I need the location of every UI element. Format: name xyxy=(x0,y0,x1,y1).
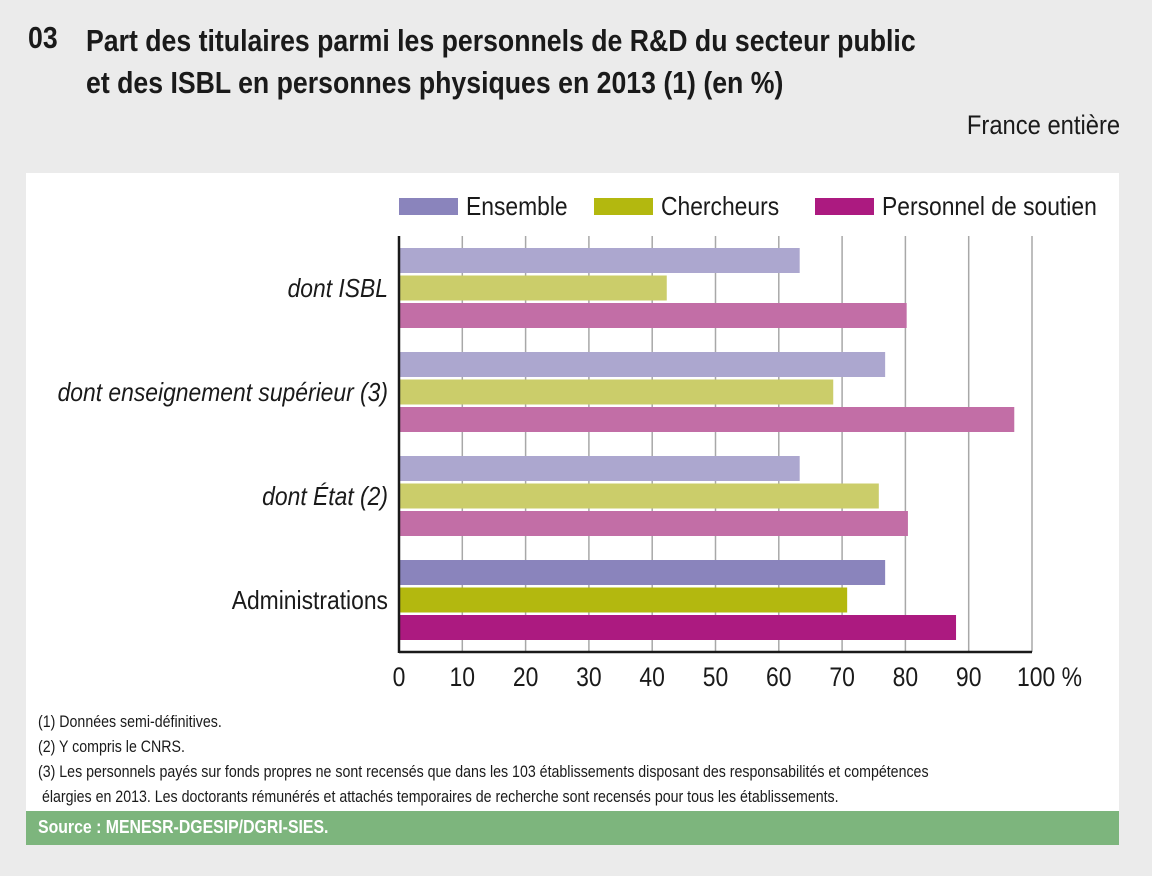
bar-chercheurs xyxy=(399,275,667,301)
bar-chercheurs xyxy=(399,587,848,613)
legend-label: Personnel de soutien xyxy=(882,193,1097,222)
x-tick-label: 80 xyxy=(893,662,919,692)
bar-personnel-de-soutien xyxy=(399,615,957,640)
category-label: dont ISBL xyxy=(288,275,388,304)
legend-swatch-personnel-de-soutien xyxy=(815,198,874,215)
x-tick-label: 90 xyxy=(956,662,982,692)
bar-personnel-de-soutien xyxy=(399,407,1015,432)
bar-personnel-de-soutien xyxy=(399,303,907,328)
x-tick-label: 30 xyxy=(576,662,602,692)
footnote-1: (1) Données semi-définitives. xyxy=(38,713,222,731)
bar-ensemble xyxy=(399,560,886,585)
source-text: Source : MENESR-DGESIP/DGRI-SIES. xyxy=(38,817,329,837)
bar-chercheurs xyxy=(399,483,879,509)
bar-personnel-de-soutien xyxy=(399,511,908,536)
footnote-2: (2) Y compris le CNRS. xyxy=(38,738,185,756)
chart-scope: France entière xyxy=(966,110,1120,140)
legend-swatch-ensemble xyxy=(399,198,458,215)
footnote-3: (3) Les personnels payés sur fonds propr… xyxy=(38,763,929,781)
legend-swatch-chercheurs xyxy=(594,198,653,215)
legend-label: Ensemble xyxy=(466,193,568,222)
x-tick-label: 50 xyxy=(703,662,729,692)
bar-chercheurs xyxy=(399,379,834,405)
chart-number: 03 xyxy=(28,20,58,55)
category-label: Administrations xyxy=(232,587,388,616)
x-tick-label: 40 xyxy=(639,662,665,692)
source-bar: Source : MENESR-DGESIP/DGRI-SIES. xyxy=(26,811,1119,845)
category-label: dont État (2) xyxy=(262,483,388,512)
footnotes: (1) Données semi-définitives. (2) Y comp… xyxy=(38,710,929,810)
x-tick-label: 60 xyxy=(766,662,792,692)
x-tick-label: 100 % xyxy=(1017,662,1082,692)
chart-title-line-1: Part des titulaires parmi les personnels… xyxy=(86,23,916,58)
category-label: dont enseignement supérieur (3) xyxy=(58,379,388,408)
x-tick-label: 70 xyxy=(829,662,855,692)
chart-title: Part des titulaires parmi les personnels… xyxy=(86,20,916,104)
chart-title-line-2: et des ISBL en personnes physiques en 20… xyxy=(86,65,784,100)
footnote-3-continued: élargies en 2013. Les doctorants rémunér… xyxy=(38,788,839,806)
x-tick-label: 20 xyxy=(513,662,539,692)
bar-ensemble xyxy=(399,456,800,481)
legend-label: Chercheurs xyxy=(661,193,779,222)
x-tick-label: 10 xyxy=(450,662,476,692)
bar-ensemble xyxy=(399,352,886,377)
x-tick-label: 0 xyxy=(393,662,406,692)
bar-ensemble xyxy=(399,248,800,273)
